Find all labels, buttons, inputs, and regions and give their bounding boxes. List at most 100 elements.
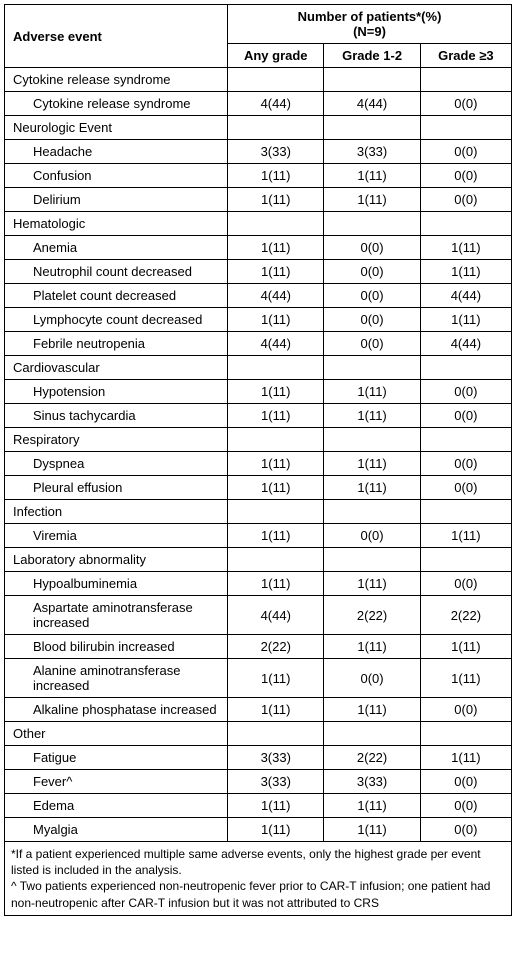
table-row: Alkaline phosphatase increased1(11)1(11)…: [5, 698, 512, 722]
value-g12: 0(0): [324, 284, 420, 308]
table-row: Pleural effusion1(11)1(11)0(0): [5, 476, 512, 500]
table-row: Myalgia1(11)1(11)0(0): [5, 818, 512, 842]
value-g12: 2(22): [324, 596, 420, 635]
event-name: Sinus tachycardia: [5, 404, 228, 428]
event-name: Edema: [5, 794, 228, 818]
table-row: Sinus tachycardia1(11)1(11)0(0): [5, 404, 512, 428]
value-g12: 1(11): [324, 380, 420, 404]
table-footnote: *If a patient experienced multiple same …: [5, 842, 512, 916]
category-name: Cardiovascular: [5, 356, 228, 380]
event-name: Delirium: [5, 188, 228, 212]
category-name: Infection: [5, 500, 228, 524]
value-g3: 1(11): [420, 236, 511, 260]
table-row: Hypoalbuminemia1(11)1(11)0(0): [5, 572, 512, 596]
value-g3: 0(0): [420, 452, 511, 476]
value-g12: 0(0): [324, 332, 420, 356]
empty-cell: [324, 500, 420, 524]
category-name: Cytokine release syndrome: [5, 68, 228, 92]
value-any: 1(11): [228, 818, 324, 842]
value-g3: 4(44): [420, 284, 511, 308]
empty-cell: [420, 68, 511, 92]
value-g12: 1(11): [324, 698, 420, 722]
table-row: Febrile neutropenia4(44)0(0)4(44): [5, 332, 512, 356]
category-name: Hematologic: [5, 212, 228, 236]
empty-cell: [324, 212, 420, 236]
event-name: Anemia: [5, 236, 228, 260]
category-row: Other: [5, 722, 512, 746]
table-row: Alanine aminotransferase increased1(11)0…: [5, 659, 512, 698]
event-name: Neutrophil count decreased: [5, 260, 228, 284]
category-name: Other: [5, 722, 228, 746]
table-row: Cytokine release syndrome4(44)4(44)0(0): [5, 92, 512, 116]
value-any: 1(11): [228, 188, 324, 212]
value-g3: 1(11): [420, 260, 511, 284]
value-any: 4(44): [228, 596, 324, 635]
value-any: 4(44): [228, 332, 324, 356]
table-row: Lymphocyte count decreased1(11)0(0)1(11): [5, 308, 512, 332]
value-g3: 0(0): [420, 794, 511, 818]
value-g3: 0(0): [420, 698, 511, 722]
header-group-title: Number of patients*(%) (N=9): [228, 5, 512, 44]
value-g12: 1(11): [324, 818, 420, 842]
event-name: Hypotension: [5, 380, 228, 404]
table-row: Fever^3(33)3(33)0(0): [5, 770, 512, 794]
value-g3: 0(0): [420, 164, 511, 188]
event-name: Aspartate aminotransferase increased: [5, 596, 228, 635]
table-row: Dyspnea1(11)1(11)0(0): [5, 452, 512, 476]
value-g12: 3(33): [324, 770, 420, 794]
empty-cell: [420, 116, 511, 140]
value-any: 1(11): [228, 308, 324, 332]
empty-cell: [228, 500, 324, 524]
value-g12: 0(0): [324, 524, 420, 548]
event-name: Cytokine release syndrome: [5, 92, 228, 116]
value-g12: 0(0): [324, 236, 420, 260]
value-g3: 0(0): [420, 770, 511, 794]
empty-cell: [324, 548, 420, 572]
empty-cell: [324, 68, 420, 92]
value-g3: 1(11): [420, 635, 511, 659]
table-row: Headache3(33)3(33)0(0): [5, 140, 512, 164]
value-g12: 2(22): [324, 746, 420, 770]
event-name: Platelet count decreased: [5, 284, 228, 308]
table-row: Blood bilirubin increased2(22)1(11)1(11): [5, 635, 512, 659]
event-name: Lymphocyte count decreased: [5, 308, 228, 332]
value-g12: 1(11): [324, 452, 420, 476]
empty-cell: [420, 428, 511, 452]
empty-cell: [228, 722, 324, 746]
empty-cell: [420, 500, 511, 524]
value-g3: 2(22): [420, 596, 511, 635]
event-name: Fatigue: [5, 746, 228, 770]
value-g12: 0(0): [324, 659, 420, 698]
value-g3: 0(0): [420, 188, 511, 212]
event-name: Hypoalbuminemia: [5, 572, 228, 596]
value-g3: 0(0): [420, 476, 511, 500]
value-g3: 1(11): [420, 746, 511, 770]
value-any: 3(33): [228, 140, 324, 164]
event-name: Blood bilirubin increased: [5, 635, 228, 659]
value-g3: 4(44): [420, 332, 511, 356]
header-grade-ge3: Grade ≥3: [420, 44, 511, 68]
value-any: 1(11): [228, 164, 324, 188]
category-row: Neurologic Event: [5, 116, 512, 140]
value-any: 1(11): [228, 380, 324, 404]
event-name: Alanine aminotransferase increased: [5, 659, 228, 698]
header-any-grade: Any grade: [228, 44, 324, 68]
empty-cell: [420, 212, 511, 236]
value-g12: 1(11): [324, 635, 420, 659]
empty-cell: [324, 722, 420, 746]
table-row: Viremia1(11)0(0)1(11): [5, 524, 512, 548]
table-row: Anemia1(11)0(0)1(11): [5, 236, 512, 260]
value-g3: 0(0): [420, 140, 511, 164]
value-g3: 0(0): [420, 92, 511, 116]
empty-cell: [228, 116, 324, 140]
value-g12: 3(33): [324, 140, 420, 164]
category-row: Cytokine release syndrome: [5, 68, 512, 92]
event-name: Viremia: [5, 524, 228, 548]
value-any: 1(11): [228, 452, 324, 476]
empty-cell: [420, 548, 511, 572]
table-header: Adverse event Number of patients*(%) (N=…: [5, 5, 512, 68]
value-any: 1(11): [228, 659, 324, 698]
value-g3: 1(11): [420, 524, 511, 548]
table-row: Fatigue3(33)2(22)1(11): [5, 746, 512, 770]
value-g3: 0(0): [420, 818, 511, 842]
